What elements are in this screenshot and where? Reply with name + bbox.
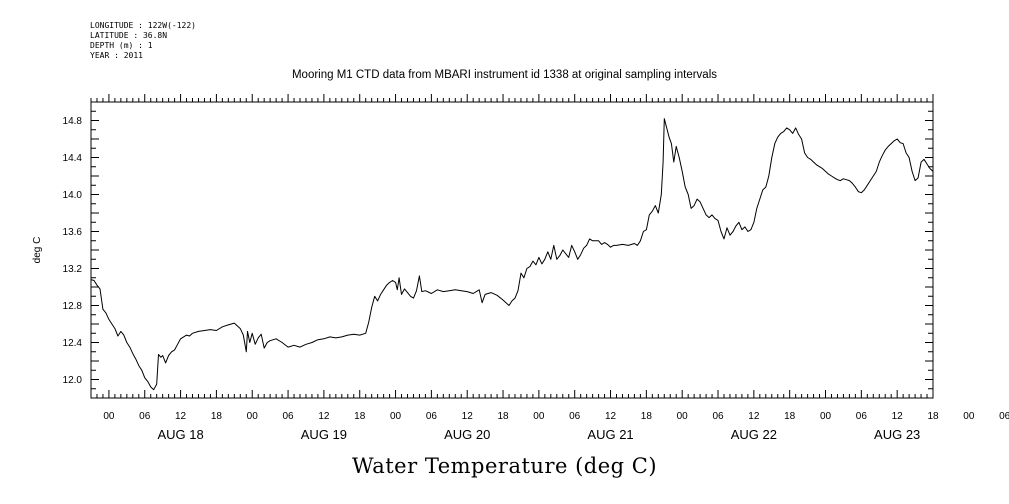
temperature-series-line xyxy=(90,118,934,391)
x-day-label: AUG 21 xyxy=(587,427,633,442)
x-tick-label: 12 xyxy=(175,411,187,422)
x-tick-label: 12 xyxy=(892,411,904,422)
y-tick-label: 12.4 xyxy=(63,338,83,349)
series-layer xyxy=(90,118,934,391)
x-tick-label: 18 xyxy=(211,411,223,422)
x-tick-label: 00 xyxy=(390,411,402,422)
x-day-label: AUG 22 xyxy=(731,427,777,442)
x-day-label: AUG 18 xyxy=(157,427,203,442)
y-axis-label: deg C xyxy=(32,237,43,264)
x-tick-label: 06 xyxy=(856,411,868,422)
plot-frame xyxy=(90,101,934,399)
y-tick-label: 13.6 xyxy=(63,227,83,238)
x-tick-label: 18 xyxy=(354,411,366,422)
x-tick-label: 06 xyxy=(139,411,151,422)
x-tick-label: 06 xyxy=(283,411,295,422)
x-day-label: AUG 20 xyxy=(444,427,490,442)
y-axis: 12.0 12.4 12.8 13.2 13.6 14.0 14.4 14.8 xyxy=(63,101,933,399)
x-tick-label: 18 xyxy=(497,411,509,422)
x-tick-label: 12 xyxy=(605,411,617,422)
x-tick-label: 18 xyxy=(927,411,939,422)
y-tick-label: 14.4 xyxy=(63,153,83,164)
x-tick-label: 12 xyxy=(748,411,760,422)
x-tick-label: 06 xyxy=(569,411,581,422)
x-tick-label: 00 xyxy=(963,411,975,422)
x-tick-label: 12 xyxy=(462,411,474,422)
metadata-block: LONGITUDE : 122W(-122) LATITUDE : 36.8N … xyxy=(90,21,196,61)
x-axis: 00 06 12 18 00 06 12 18 00 06 12 18 00 06 12 18 00 06 12 18… xyxy=(90,94,1009,442)
x-tick-label: 00 xyxy=(103,411,115,422)
x-tick-label: 12 xyxy=(318,411,330,422)
x-axis-title: Water Temperature (deg C) xyxy=(351,454,658,478)
x-tick-label: 00 xyxy=(247,411,259,422)
depth-label: DEPTH (m) : 1 xyxy=(90,41,153,50)
x-tick-label: 00 xyxy=(677,411,689,422)
x-tick-label: 18 xyxy=(641,411,653,422)
longitude-label: LONGITUDE : 122W(-122) xyxy=(90,21,196,30)
y-tick-label: 13.2 xyxy=(63,264,83,275)
x-tick-label: 06 xyxy=(999,411,1009,422)
chart-title: Mooring M1 CTD data from MBARI instrumen… xyxy=(291,69,718,81)
y-tick-label: 12.8 xyxy=(63,301,83,312)
y-tick-label: 12.0 xyxy=(63,375,83,386)
x-tick-label: 06 xyxy=(426,411,438,422)
y-tick-label: 14.8 xyxy=(63,116,83,127)
plot-border xyxy=(90,101,934,399)
y-tick-label: 14.0 xyxy=(63,190,83,201)
latitude-label: LATITUDE : 36.8N xyxy=(90,31,168,40)
x-day-label: AUG 19 xyxy=(301,427,347,442)
year-label: YEAR : 2011 xyxy=(90,51,143,60)
x-tick-label: 00 xyxy=(820,411,832,422)
x-tick-label: 06 xyxy=(712,411,724,422)
x-tick-label: 18 xyxy=(784,411,796,422)
x-tick-label: 00 xyxy=(533,411,545,422)
x-day-label: AUG 23 xyxy=(874,427,920,442)
